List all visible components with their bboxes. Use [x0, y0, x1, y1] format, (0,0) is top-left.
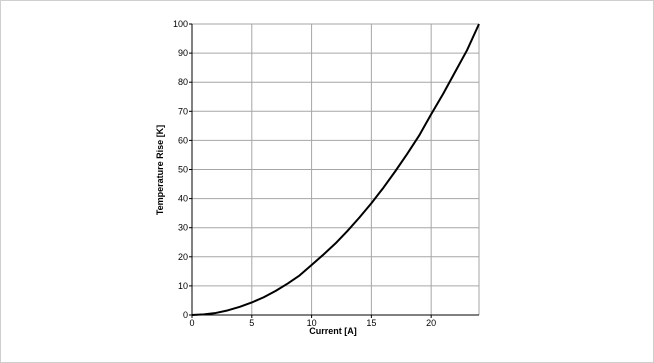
x-axis-label: Current [A]	[309, 326, 357, 336]
x-tick-label-20: 20	[426, 318, 436, 328]
grid	[191, 23, 480, 316]
y-tick-label-0: 0	[183, 310, 188, 320]
y-tick-label-40: 40	[178, 194, 188, 204]
y-tick-label-20: 20	[178, 252, 188, 262]
x-tick-label-15: 15	[366, 318, 376, 328]
y-axis-label: Temperature Rise [K]	[155, 125, 165, 215]
series-line-0	[191, 23, 480, 316]
x-tick-label-0: 0	[189, 318, 194, 328]
y-tick-label-90: 90	[178, 48, 188, 58]
x-tick-label-5: 5	[249, 318, 254, 328]
y-tick-label-80: 80	[178, 77, 188, 87]
tick-labels: 0 10 20 30 40 50 60 70 80 90 100 0 5 10 15 20	[173, 19, 436, 328]
y-tick-label-30: 30	[178, 223, 188, 233]
axes	[189, 23, 479, 318]
x-tick-label-10: 10	[307, 318, 317, 328]
y-tick-label-10: 10	[178, 281, 188, 291]
y-tick-label-100: 100	[173, 19, 188, 29]
y-tick-label-60: 60	[178, 135, 188, 145]
y-tick-label-50: 50	[178, 165, 188, 175]
y-tick-label-70: 70	[178, 106, 188, 116]
series	[191, 23, 480, 316]
